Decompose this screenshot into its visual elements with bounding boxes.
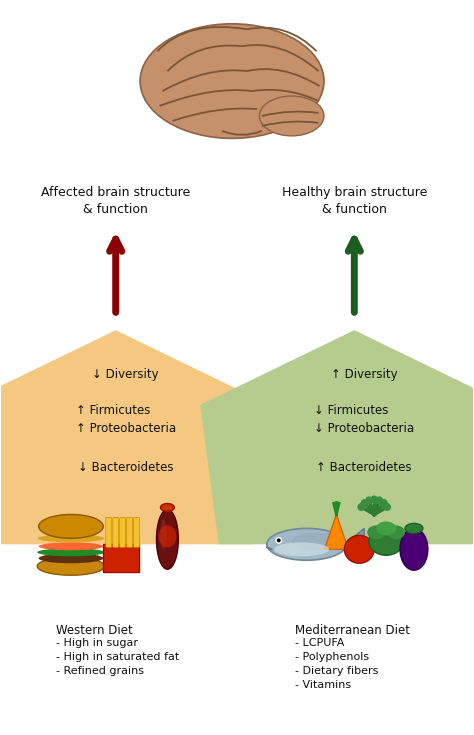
Ellipse shape — [156, 509, 178, 569]
Ellipse shape — [387, 526, 405, 539]
Polygon shape — [200, 330, 474, 545]
Text: ↑ Bacteroidetes: ↑ Bacteroidetes — [317, 461, 412, 474]
Polygon shape — [325, 514, 348, 549]
Ellipse shape — [357, 503, 365, 511]
FancyBboxPatch shape — [103, 545, 138, 573]
Text: Healthy brain structure
& function: Healthy brain structure & function — [282, 186, 427, 215]
Ellipse shape — [158, 526, 176, 548]
Text: Western Diet: Western Diet — [56, 624, 133, 637]
Ellipse shape — [376, 521, 396, 535]
Ellipse shape — [375, 496, 383, 504]
Ellipse shape — [267, 528, 346, 560]
FancyBboxPatch shape — [134, 517, 139, 548]
Polygon shape — [345, 528, 364, 560]
Ellipse shape — [369, 528, 403, 555]
Ellipse shape — [365, 496, 373, 504]
Text: - Polyphenols: - Polyphenols — [295, 652, 369, 662]
Ellipse shape — [383, 503, 391, 511]
Ellipse shape — [370, 495, 378, 503]
Text: ↓ Bacteroidetes: ↓ Bacteroidetes — [78, 461, 173, 474]
Ellipse shape — [405, 523, 423, 534]
Ellipse shape — [274, 542, 329, 556]
Text: - Dietary fibers: - Dietary fibers — [295, 666, 378, 676]
Ellipse shape — [161, 503, 174, 512]
Ellipse shape — [400, 528, 428, 570]
Ellipse shape — [39, 514, 103, 538]
Text: - High in saturated fat: - High in saturated fat — [56, 652, 179, 662]
Ellipse shape — [161, 520, 166, 549]
Text: Affected brain structure
& function: Affected brain structure & function — [41, 186, 191, 215]
Ellipse shape — [345, 535, 374, 563]
Text: ↓ Diversity: ↓ Diversity — [92, 368, 159, 381]
Ellipse shape — [361, 499, 369, 507]
Text: - LCPUFA: - LCPUFA — [295, 638, 344, 648]
Polygon shape — [0, 330, 270, 545]
Ellipse shape — [39, 553, 103, 563]
FancyBboxPatch shape — [113, 517, 118, 548]
Ellipse shape — [275, 537, 282, 544]
Ellipse shape — [39, 542, 103, 551]
Ellipse shape — [37, 557, 105, 576]
Text: Mediterranean Diet: Mediterranean Diet — [295, 624, 410, 637]
Text: ↑ Diversity: ↑ Diversity — [331, 368, 398, 381]
Text: ↑ Firmicutes
↑ Proteobacteria: ↑ Firmicutes ↑ Proteobacteria — [75, 404, 176, 435]
Ellipse shape — [37, 548, 105, 556]
Ellipse shape — [277, 538, 281, 542]
Text: - High in sugar: - High in sugar — [56, 638, 138, 648]
Ellipse shape — [259, 96, 324, 136]
Ellipse shape — [367, 526, 385, 539]
Text: ↓ Firmicutes
↓ Proteobacteria: ↓ Firmicutes ↓ Proteobacteria — [314, 404, 414, 435]
FancyBboxPatch shape — [127, 517, 133, 548]
Text: - Refined grains: - Refined grains — [56, 666, 144, 676]
Ellipse shape — [140, 24, 324, 138]
Text: - Vitamins: - Vitamins — [295, 680, 351, 690]
Ellipse shape — [380, 499, 388, 507]
FancyBboxPatch shape — [120, 517, 126, 548]
Ellipse shape — [292, 532, 341, 551]
Ellipse shape — [37, 534, 104, 542]
FancyBboxPatch shape — [106, 517, 112, 548]
